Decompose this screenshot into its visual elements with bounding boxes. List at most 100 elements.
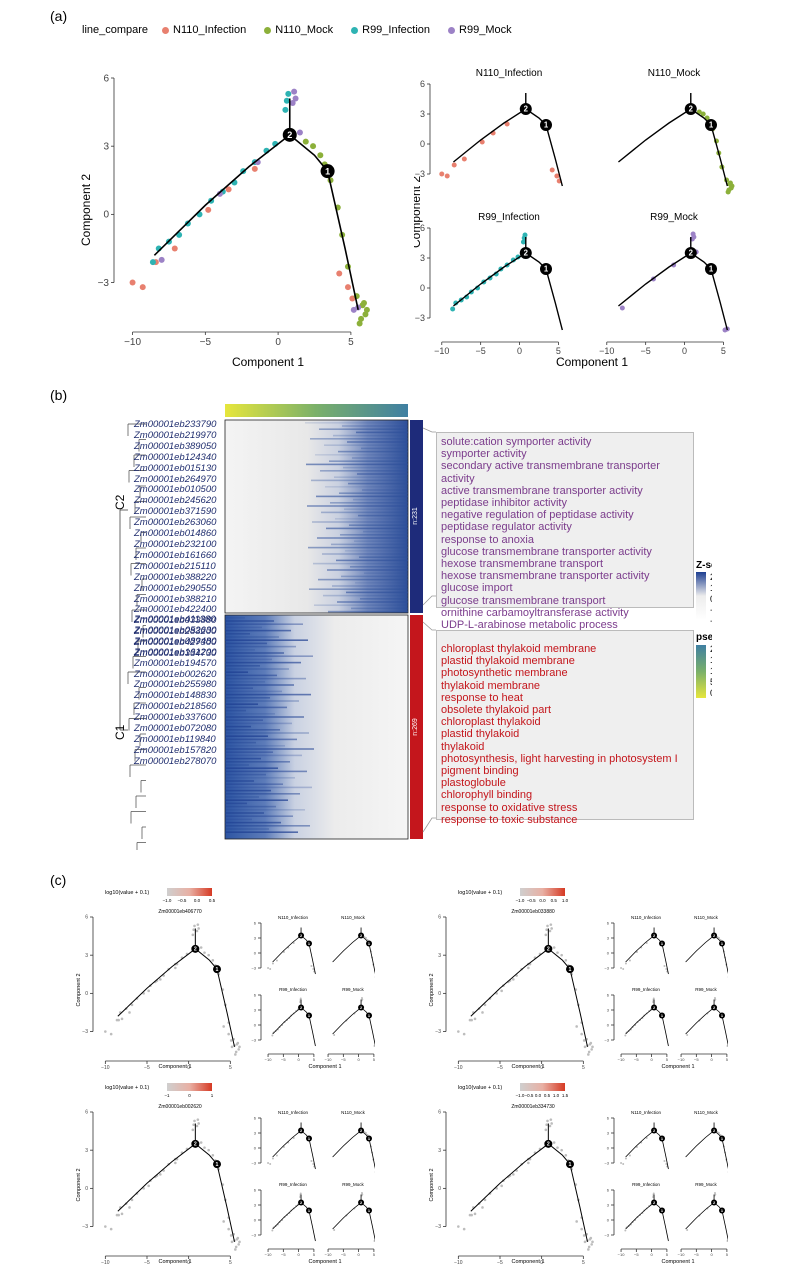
- data-point: [302, 138, 309, 145]
- x-tick-label: 5: [582, 1260, 585, 1265]
- heatmap-panel: n:231 n:269 C2 C1 Z-score 210−1−2 pseudo…: [113, 404, 712, 850]
- gene-label: Zm00001eb002620: [134, 668, 217, 680]
- y-tick-label: 6: [254, 1187, 257, 1192]
- facet-x-axis-label: Component 1: [556, 355, 628, 369]
- heatmap-row: [225, 633, 250, 635]
- trajectory-line: [685, 1194, 728, 1241]
- gene-label: Zm00001eb052630: [134, 624, 217, 636]
- branch-node: [719, 1207, 725, 1214]
- x-tick-label: 0: [187, 1260, 190, 1265]
- x-tick-label: 0: [297, 1252, 300, 1257]
- data-point: [652, 1192, 655, 1195]
- data-point: [211, 958, 215, 962]
- heatmap-row: [305, 422, 408, 424]
- pseudotime-tick-label: 20: [710, 644, 712, 654]
- x-tick-label: −10: [265, 1057, 273, 1062]
- data-point: [549, 923, 553, 926]
- branch-node: [544, 1139, 553, 1148]
- y-tick-label: 0: [85, 991, 88, 997]
- branch-node-label: 1: [325, 166, 330, 176]
- heatmap-row: [225, 825, 310, 827]
- pseudotime-tick-label: 10: [710, 666, 712, 676]
- go-term: solute:cation symporter activity: [441, 436, 592, 448]
- heatmap-row: [225, 770, 307, 773]
- x-tick-label: −10: [618, 1057, 626, 1062]
- data-point: [620, 1162, 623, 1164]
- connector-c2: [422, 595, 436, 606]
- data-point: [560, 1148, 563, 1152]
- heatmap-row: [225, 741, 256, 744]
- expression-legend-tick: −1: [164, 1093, 170, 1098]
- data-point: [364, 937, 367, 939]
- data-point: [556, 1146, 559, 1149]
- legend-item: R99_Mock: [448, 24, 512, 36]
- expression-legend-bar: [520, 1083, 565, 1091]
- branch-node-label: 2: [653, 1128, 656, 1133]
- pseudotime-tick-label: 5: [710, 677, 712, 687]
- heatmap-rows: [225, 422, 408, 833]
- data-point: [444, 173, 450, 179]
- x-tick-label: −5: [641, 346, 651, 356]
- expression-legend-tick: 0.5: [551, 898, 558, 903]
- data-point: [227, 1227, 230, 1231]
- heatmap-row: [225, 706, 287, 709]
- data-point: [312, 1163, 315, 1165]
- heatmap-row: [225, 719, 263, 721]
- go-term: response to anoxia: [441, 533, 534, 546]
- expression-legend-title: log10(value + 0.1): [458, 890, 502, 896]
- data-point: [473, 1017, 477, 1021]
- go-term: obsolete thylakoid part: [441, 704, 552, 717]
- branch-node: [191, 944, 200, 953]
- branch-node-label: 1: [216, 967, 219, 973]
- heatmap-row: [348, 482, 408, 485]
- data-point: [310, 1160, 313, 1162]
- heatmap-row: [225, 620, 274, 622]
- y-axis-label: Component 2: [429, 1168, 435, 1201]
- heatmap-row: [225, 748, 314, 750]
- branch-node: [711, 1199, 718, 1206]
- data-point: [312, 968, 315, 970]
- data-point: [197, 1122, 200, 1125]
- branch-node-label: 2: [194, 947, 197, 953]
- data-point: [363, 306, 370, 313]
- branch-node: [719, 1012, 725, 1019]
- facet-title: R99_Mock: [695, 987, 717, 992]
- data-point: [292, 95, 299, 102]
- heatmap-row: [359, 556, 408, 558]
- x-tick-label: 5: [373, 1252, 375, 1257]
- data-point: [628, 959, 631, 962]
- heatmap-row: [336, 559, 408, 562]
- legend-label: N110_Infection: [173, 24, 247, 36]
- expression-legend-tick: −0.5: [178, 898, 187, 903]
- trajectory-line: [625, 927, 669, 975]
- y-tick-label: 3: [607, 1202, 610, 1207]
- heatmap-row: [350, 566, 408, 568]
- data-point: [192, 928, 195, 932]
- x-tick-label: −5: [144, 1260, 150, 1265]
- data-point: [222, 1220, 225, 1223]
- gene-label: Zm00001eb388220: [134, 571, 217, 583]
- data-point: [717, 937, 720, 939]
- pseudotime-bar: [225, 404, 408, 417]
- y-tick-label: −3: [251, 965, 256, 970]
- data-point: [147, 989, 150, 993]
- data-point: [195, 929, 199, 933]
- gene-label: Zm00001eb422400: [134, 604, 217, 616]
- data-point: [512, 978, 515, 981]
- expression-legend-title: log10(value + 0.1): [458, 1085, 502, 1091]
- heatmap-row: [225, 793, 300, 795]
- data-point: [191, 933, 195, 937]
- heatmap-row: [344, 508, 408, 510]
- branch-node: [540, 263, 552, 275]
- data-point: [546, 924, 549, 928]
- y-tick-label: 6: [103, 73, 109, 84]
- trajectory-line: [272, 1194, 316, 1242]
- data-point: [225, 186, 232, 193]
- data-point: [544, 1128, 548, 1132]
- heatmap-row: [225, 677, 306, 680]
- branch-node: [306, 1207, 312, 1214]
- data-point: [635, 1146, 638, 1148]
- data-point: [333, 1034, 336, 1036]
- data-point: [500, 1184, 503, 1188]
- go-term: hexose transmembrane transporter activit…: [441, 570, 650, 583]
